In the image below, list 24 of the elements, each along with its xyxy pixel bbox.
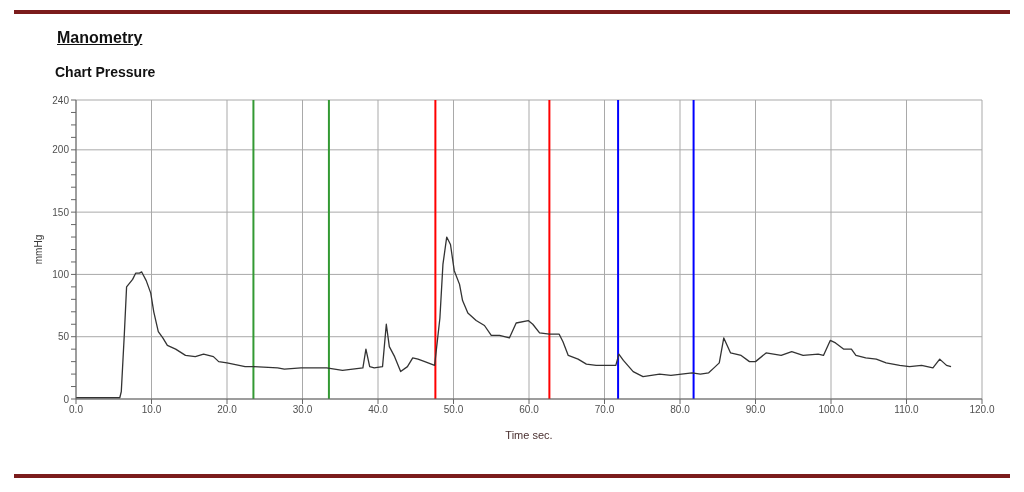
y-tick-label: 240 xyxy=(52,94,70,106)
y-tick-label: 200 xyxy=(52,144,70,156)
x-tick-label: 120.0 xyxy=(969,404,995,416)
y-axis-title: mmHg xyxy=(32,234,44,265)
x-tick-label: 110.0 xyxy=(894,404,920,416)
chart-subtitle: Chart Pressure xyxy=(55,64,156,80)
x-tick-label: 50.0 xyxy=(443,404,464,416)
x-tick-label: 90.0 xyxy=(745,404,766,416)
y-tick-label: 50 xyxy=(57,331,70,343)
x-tick-label: 40.0 xyxy=(368,404,389,416)
x-tick-label: 0.0 xyxy=(69,404,84,416)
x-tick-label: 30.0 xyxy=(292,404,313,416)
x-tick-label: 10.0 xyxy=(141,404,162,416)
x-tick-label: 80.0 xyxy=(670,404,691,416)
x-tick-label: 60.0 xyxy=(519,404,540,416)
y-tick-label: 0 xyxy=(63,393,70,405)
x-tick-label: 100.0 xyxy=(818,404,844,416)
chart-title: Manometry xyxy=(57,29,143,46)
line-series xyxy=(76,236,952,399)
x-tick-label: 20.0 xyxy=(217,404,238,416)
x-axis-title: Time sec. xyxy=(505,429,553,441)
y-tick-label: 150 xyxy=(52,206,70,218)
y-tick-label: 100 xyxy=(52,268,70,280)
x-tick-label: 70.0 xyxy=(594,404,615,416)
